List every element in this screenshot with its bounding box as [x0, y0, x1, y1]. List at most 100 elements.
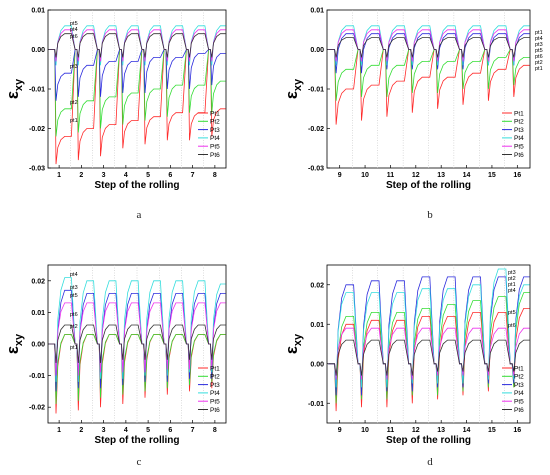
y-tick-label: -0.01: [29, 373, 45, 380]
legend-entry: Pt1: [210, 110, 220, 117]
x-tick-label: 9: [338, 172, 342, 179]
y-axis-label: εxy: [3, 78, 25, 99]
point-annotation: pt5: [70, 21, 78, 27]
x-tick-label: 13: [437, 172, 445, 179]
x-tick-label: 8: [213, 427, 217, 434]
x-tick-label: 15: [488, 172, 496, 179]
y-axis-label: εxy: [282, 333, 304, 354]
x-axis-label: Step of the rolling: [386, 435, 471, 446]
y-tick-label: 0.00: [31, 47, 45, 54]
legend-entry: Pt2: [210, 119, 220, 126]
x-tick-label: 10: [361, 172, 369, 179]
series-line-pt6: [49, 324, 226, 364]
legend-entry: Pt4: [210, 135, 220, 142]
y-tick-label: -0.02: [29, 405, 45, 412]
x-tick-label: 12: [412, 172, 420, 179]
x-tick-label: 9: [338, 427, 342, 434]
point-annotation: pt6: [535, 54, 543, 60]
legend-entry: Pt5: [210, 399, 220, 406]
legend-entry: Pt5: [210, 144, 220, 151]
point-annotation: pt1: [70, 345, 78, 351]
y-tick-label: -0.01: [308, 401, 324, 408]
point-annotation: pt4: [70, 27, 78, 33]
x-tick-label: 12: [412, 427, 420, 434]
chart-panel-b: -0.03 -0.02 -0.01 0.00 0.01 9 10 11 12 13 14 15 16 St…: [282, 8, 543, 222]
x-tick-label: 1: [57, 172, 61, 179]
series-line-pt2: [49, 49, 226, 137]
point-annotation: pt3: [535, 42, 543, 48]
x-tick-label: 1: [57, 427, 61, 434]
x-axis-label: Step of the rolling: [95, 435, 180, 446]
x-tick-label: 5: [146, 427, 150, 434]
point-annotation: pt1: [535, 66, 543, 72]
legend-entry: Pt2: [514, 119, 524, 126]
series-line-pt6: [328, 339, 530, 376]
x-tick-label: 16: [513, 427, 521, 434]
chart-panel-c: -0.02 -0.01 0.00 0.01 0.02 1 2 3 4 5 6 7 8 Step of th…: [3, 264, 227, 468]
point-annotation: pt1: [70, 118, 78, 124]
x-tick-label: 11: [387, 427, 395, 434]
y-tick-label: 0.00: [310, 361, 324, 368]
x-tick-label: 16: [513, 172, 521, 179]
point-annotation: pt5: [535, 48, 543, 54]
series-line-pt6: [328, 37, 530, 58]
legend-entry: Pt6: [514, 152, 524, 159]
chart-panel-d: -0.01 0.00 0.01 0.02 9 10 11 12 13 14 15 16 Step of …: [282, 264, 531, 468]
x-tick-label: 2: [79, 427, 83, 434]
panel-caption: c: [137, 456, 142, 468]
x-tick-label: 14: [463, 172, 471, 179]
x-tick-label: 4: [124, 427, 128, 434]
x-tick-label: 14: [463, 427, 471, 434]
legend-entry: Pt1: [514, 365, 524, 372]
legend-entry: Pt6: [210, 152, 220, 159]
x-tick-label: 2: [79, 172, 83, 179]
series-line-pt5: [49, 302, 226, 376]
point-annotation: pt2: [508, 276, 516, 282]
legend-entry: Pt6: [210, 407, 220, 414]
y-tick-label: 0.01: [31, 8, 45, 15]
point-annotation: pt3: [508, 270, 516, 276]
series-line-pt2: [328, 49, 530, 101]
point-annotation: pt4: [535, 36, 543, 42]
legend-entry: Pt2: [210, 374, 220, 381]
point-annotation: pt2: [70, 324, 78, 330]
point-annotation: pt6: [70, 34, 78, 40]
legend-entry: Pt6: [514, 407, 524, 414]
point-annotation: pt3: [70, 285, 78, 291]
series-line-pt6: [49, 33, 226, 58]
legend-entry: Pt3: [514, 127, 524, 134]
x-tick-label: 3: [102, 172, 106, 179]
y-tick-label: 0.01: [31, 310, 45, 317]
y-tick-label: 0.00: [310, 47, 324, 54]
y-tick-label: 0.02: [31, 278, 45, 285]
chart-panel-a: -0.03 -0.02 -0.01 0.00 0.01 1 2 3 4 5 6 7 8 Step of t…: [3, 8, 227, 221]
legend-entry: Pt5: [514, 399, 524, 406]
x-tick-label: 15: [488, 427, 496, 434]
point-annotation: pt5: [508, 310, 516, 316]
y-tick-label: -0.03: [29, 166, 45, 173]
point-annotation: pt6: [70, 312, 78, 318]
y-tick-label: 0.00: [31, 342, 45, 349]
legend-entry: Pt3: [210, 127, 220, 134]
x-tick-label: 6: [168, 172, 172, 179]
x-tick-label: 11: [387, 172, 395, 179]
point-annotation: pt2: [70, 100, 78, 106]
point-annotation: pt4: [508, 288, 516, 294]
x-tick-label: 13: [437, 427, 445, 434]
legend-entry: Pt4: [514, 135, 524, 142]
legend-entry: Pt4: [210, 390, 220, 397]
x-tick-label: 4: [124, 172, 128, 179]
legend-entry: Pt3: [514, 382, 524, 389]
y-axis-label: εxy: [282, 78, 304, 99]
x-tick-label: 8: [213, 172, 217, 179]
legend-entry: Pt1: [514, 110, 524, 117]
x-tick-label: 7: [191, 172, 195, 179]
legend-entry: Pt1: [210, 365, 220, 372]
y-tick-label: -0.03: [308, 166, 324, 173]
panel-caption: a: [137, 209, 142, 221]
x-axis-label: Step of the rolling: [95, 180, 180, 191]
panel-caption: d: [427, 456, 433, 468]
y-tick-label: -0.01: [29, 87, 45, 94]
y-axis-label: εxy: [3, 333, 25, 354]
